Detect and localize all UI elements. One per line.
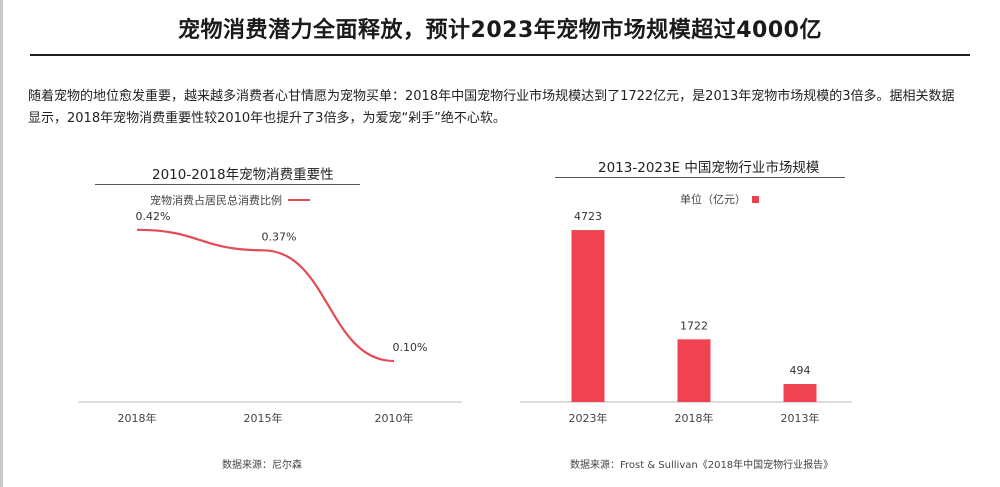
line-legend-swatch — [288, 199, 310, 201]
line-chart-data-label: 0.37% — [262, 230, 297, 243]
bar-chart-x-tick-label: 2018年 — [675, 411, 714, 425]
bar-chart-bar — [571, 230, 605, 402]
bar-chart-data-label: 1722 — [680, 319, 708, 332]
bar-chart-x-tick-label: 2023年 — [569, 411, 608, 425]
bar-chart-legend: 单位（亿元） — [680, 191, 759, 207]
line-chart-title-rule — [95, 184, 360, 185]
line-chart-legend-label: 宠物消费占居民总消费比例 — [150, 194, 282, 207]
line-chart-x-tick-label: 2015年 — [244, 411, 283, 425]
line-chart-data-label: 0.10% — [393, 341, 428, 354]
bar-chart-data-label: 494 — [790, 364, 811, 377]
bar-chart-data-label: 4723 — [574, 210, 602, 223]
page-left-border — [0, 0, 3, 487]
line-chart-title: 2010-2018年宠物消费重要性 — [152, 167, 334, 183]
intro-paragraph: 随着宠物的地位愈发重要，越来越多消费者心甘情愿为宠物买单：2018年中国宠物行业… — [28, 89, 955, 126]
line-chart-source: 数据来源：尼尔森 — [222, 460, 302, 471]
bar-chart-bar — [783, 384, 817, 402]
bar-chart-bar — [677, 339, 711, 402]
line-chart-x-tick-label: 2018年 — [118, 411, 157, 425]
bar-chart-source: 数据来源：Frost & Sullivan《2018年中国宠物行业报告》 — [570, 460, 834, 471]
bar-chart-title-rule — [555, 177, 845, 178]
line-chart-series-line — [136, 228, 395, 363]
bar-chart-title: 2013-2023E 中国宠物行业市场规模 — [598, 160, 820, 176]
title-divider — [30, 54, 970, 56]
line-chart-legend: 宠物消费占居民总消费比例 — [150, 192, 310, 208]
line-chart-x-tick-label: 2010年 — [375, 411, 414, 425]
bar-legend-swatch — [752, 195, 759, 203]
bar-chart-x-tick-label: 2013年 — [781, 411, 820, 425]
page-title: 宠物消费潜力全面释放，预计2023年宠物市场规模超过4000亿 — [178, 18, 822, 43]
line-chart-data-label: 0.42% — [136, 210, 171, 223]
bar-chart-legend-label: 单位（亿元） — [680, 193, 746, 206]
